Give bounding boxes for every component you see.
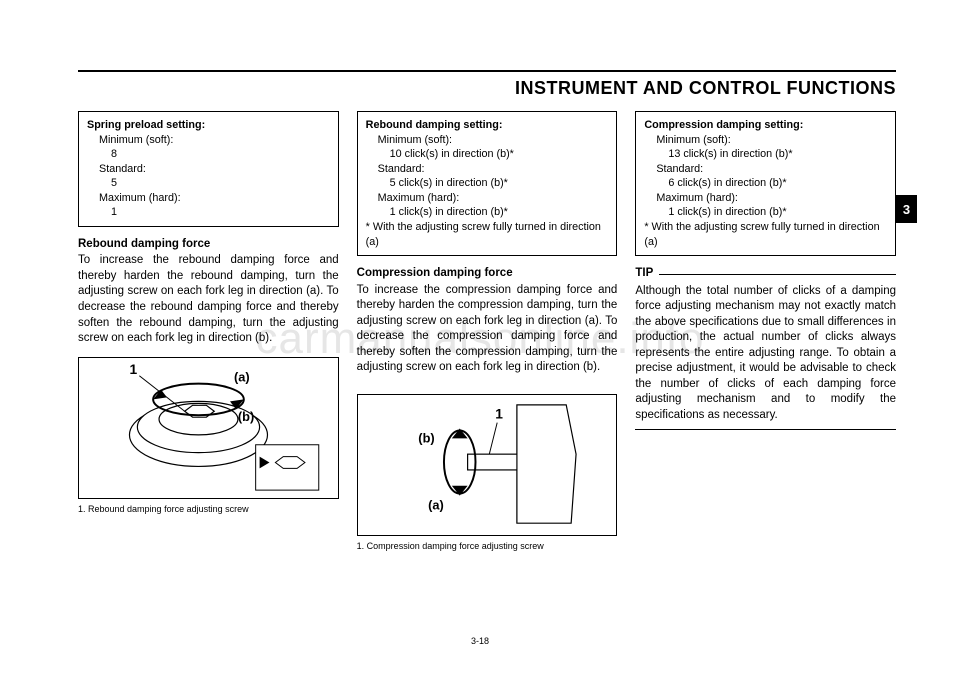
box-row-value: 8 xyxy=(87,147,330,162)
box-row-label: Minimum (soft): xyxy=(87,133,330,148)
box-row-value: 1 click(s) in direction (b)* xyxy=(366,205,609,220)
box-row-value: 5 xyxy=(87,176,330,191)
svg-text:(b): (b) xyxy=(238,409,254,424)
svg-text:1: 1 xyxy=(129,361,137,376)
tip-body: Although the total number of clicks of a… xyxy=(635,284,896,424)
box-row-label: Maximum (hard): xyxy=(366,191,609,206)
box-row-value: 10 click(s) in direction (b)* xyxy=(366,147,609,162)
rebound-fig-caption: 1. Rebound damping force adjusting screw xyxy=(78,503,339,515)
box-row-label: Standard: xyxy=(87,162,330,177)
box-row-value: 1 xyxy=(87,205,330,220)
header-rule xyxy=(78,70,896,72)
box-note: * With the adjusting screw fully turned … xyxy=(644,220,887,249)
rebound-body: To increase the rebound damping force an… xyxy=(78,253,339,346)
svg-text:(b): (b) xyxy=(418,430,434,445)
compression-figure: 1 (b) (a) xyxy=(357,394,618,536)
compression-body: To increase the compression damping forc… xyxy=(357,283,618,376)
box-row-label: Minimum (soft): xyxy=(366,133,609,148)
page-number: 3-18 xyxy=(0,636,960,646)
rebound-setting-box: Rebound damping setting: Minimum (soft):… xyxy=(357,111,618,256)
rebound-figure: 1 (a) (b) xyxy=(78,357,339,499)
content-columns: Spring preload setting: Minimum (soft): … xyxy=(78,111,896,552)
box-title: Compression damping setting: xyxy=(644,118,887,133)
svg-text:1: 1 xyxy=(495,406,503,421)
box-row-label: Maximum (hard): xyxy=(87,191,330,206)
box-row-label: Standard: xyxy=(366,162,609,177)
compression-setting-box: Compression damping setting: Minimum (so… xyxy=(635,111,896,256)
box-title: Spring preload setting: xyxy=(87,118,330,133)
compression-subhead: Compression damping force xyxy=(357,266,618,282)
box-note: * With the adjusting screw fully turned … xyxy=(366,220,609,249)
spring-preload-box: Spring preload setting: Minimum (soft): … xyxy=(78,111,339,227)
column-3: Compression damping setting: Minimum (so… xyxy=(635,111,896,552)
tip-heading: TIP xyxy=(635,266,896,282)
tip-end-rule xyxy=(635,429,896,430)
rebound-subhead: Rebound damping force xyxy=(78,237,339,253)
section-tab: 3 xyxy=(896,195,917,223)
column-2: Rebound damping setting: Minimum (soft):… xyxy=(357,111,618,552)
tip-label: TIP xyxy=(635,266,653,282)
tip-rule xyxy=(659,274,896,275)
box-row-label: Maximum (hard): xyxy=(644,191,887,206)
column-1: Spring preload setting: Minimum (soft): … xyxy=(78,111,339,552)
box-row-label: Minimum (soft): xyxy=(644,133,887,148)
box-row-value: 1 click(s) in direction (b)* xyxy=(644,205,887,220)
page-header-title: INSTRUMENT AND CONTROL FUNCTIONS xyxy=(78,78,896,99)
svg-text:(a): (a) xyxy=(234,369,250,384)
box-row-value: 6 click(s) in direction (b)* xyxy=(644,176,887,191)
box-row-value: 13 click(s) in direction (b)* xyxy=(644,147,887,162)
compression-fig-caption: 1. Compression damping force adjusting s… xyxy=(357,540,618,552)
box-title: Rebound damping setting: xyxy=(366,118,609,133)
box-row-value: 5 click(s) in direction (b)* xyxy=(366,176,609,191)
box-row-label: Standard: xyxy=(644,162,887,177)
svg-text:(a): (a) xyxy=(428,497,444,512)
